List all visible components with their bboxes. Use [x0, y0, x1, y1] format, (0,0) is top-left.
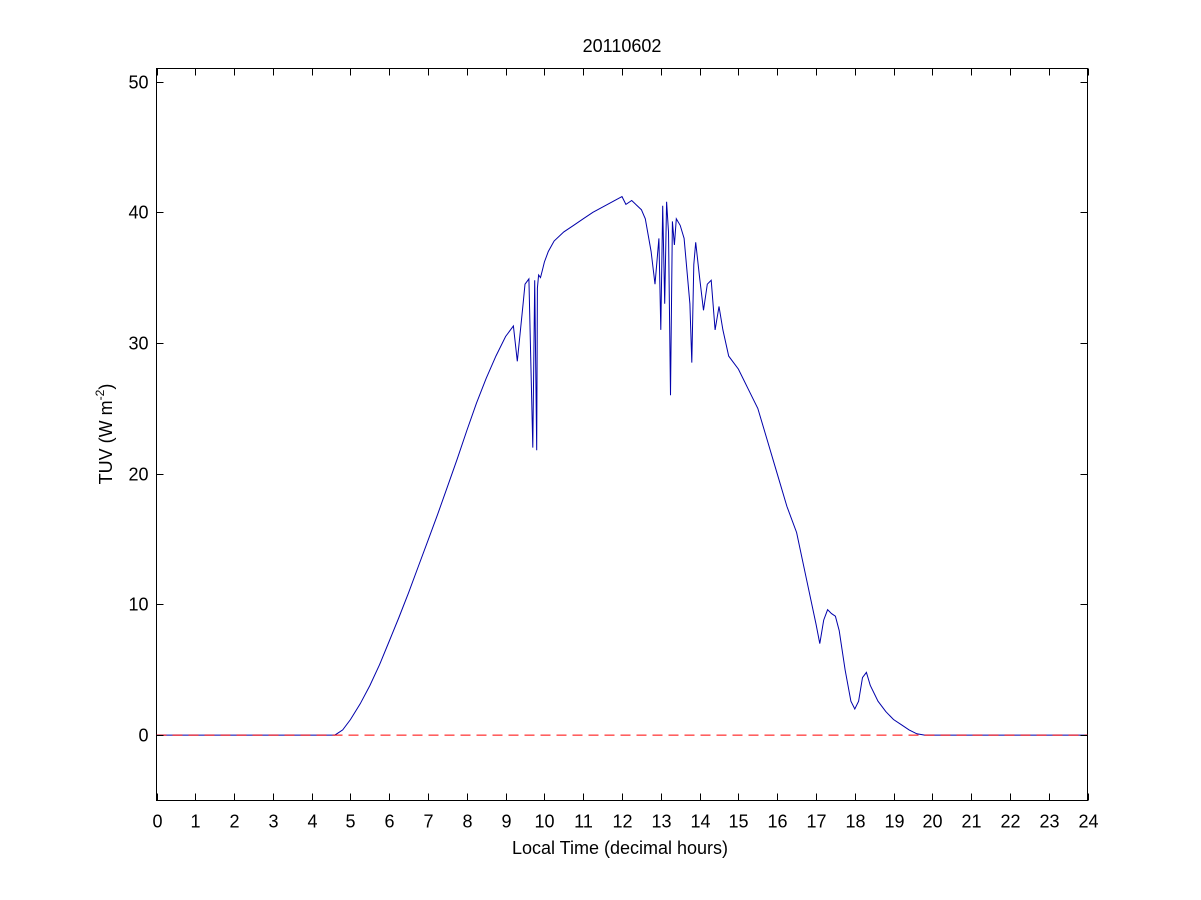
y-tick-label: 10 [128, 595, 148, 615]
x-tick-label: 1 [190, 812, 200, 832]
x-tick-label: 13 [651, 812, 671, 832]
y-axis-label-main: TUV (W m [96, 400, 116, 484]
tick-label-layer: 0 1 2 3 4 5 6 7 8 9 10 11 12 13 14 15 16 17 18 19 20 21 22 23 24… [128, 73, 1098, 832]
y-tick-label: 50 [128, 73, 148, 93]
y-tick-label: 40 [128, 203, 148, 223]
x-tick-label: 22 [1000, 812, 1020, 832]
x-tick-label: 11 [574, 812, 593, 832]
x-tick-label: 14 [690, 812, 710, 832]
x-tick-label: 6 [384, 812, 394, 832]
x-tick-label: 18 [845, 812, 865, 832]
y-axis-label: TUV (W m-2) [93, 384, 116, 485]
x-tick-label: 17 [806, 812, 826, 832]
y-tick-label: 20 [128, 465, 148, 485]
x-tick-label: 12 [612, 812, 632, 832]
x-tick-label: 4 [307, 812, 317, 832]
x-tick-label: 23 [1039, 812, 1059, 832]
y-axis-label-superscript: -2 [93, 389, 107, 400]
tuv-series-line [156, 195, 1088, 736]
x-tick-label: 0 [152, 812, 162, 832]
x-tick-label: 7 [423, 812, 433, 832]
x-tick-label: 21 [961, 812, 981, 832]
plot-area [156, 68, 1088, 801]
x-tick-label: 20 [922, 812, 942, 832]
x-tick-label: 19 [884, 812, 904, 832]
series-layer [156, 195, 1088, 736]
x-axis-label: Local Time (decimal hours) [512, 838, 728, 858]
x-tick-label: 3 [268, 812, 278, 832]
x-tick-label: 10 [534, 812, 554, 832]
x-tick-label: 24 [1078, 812, 1098, 832]
x-tick-label: 15 [728, 812, 748, 832]
y-axis-label-close: ) [96, 384, 116, 390]
x-tick-label: 16 [767, 812, 787, 832]
x-tick-label: 8 [462, 812, 472, 832]
y-tick-label: 30 [128, 334, 148, 354]
x-tick-label: 5 [345, 812, 355, 832]
tick-layer [156, 68, 1089, 801]
x-tick-label: 2 [229, 812, 239, 832]
y-tick-label: 0 [138, 726, 148, 746]
chart-title: 20110602 [583, 36, 662, 56]
x-tick-label: 9 [501, 812, 511, 832]
